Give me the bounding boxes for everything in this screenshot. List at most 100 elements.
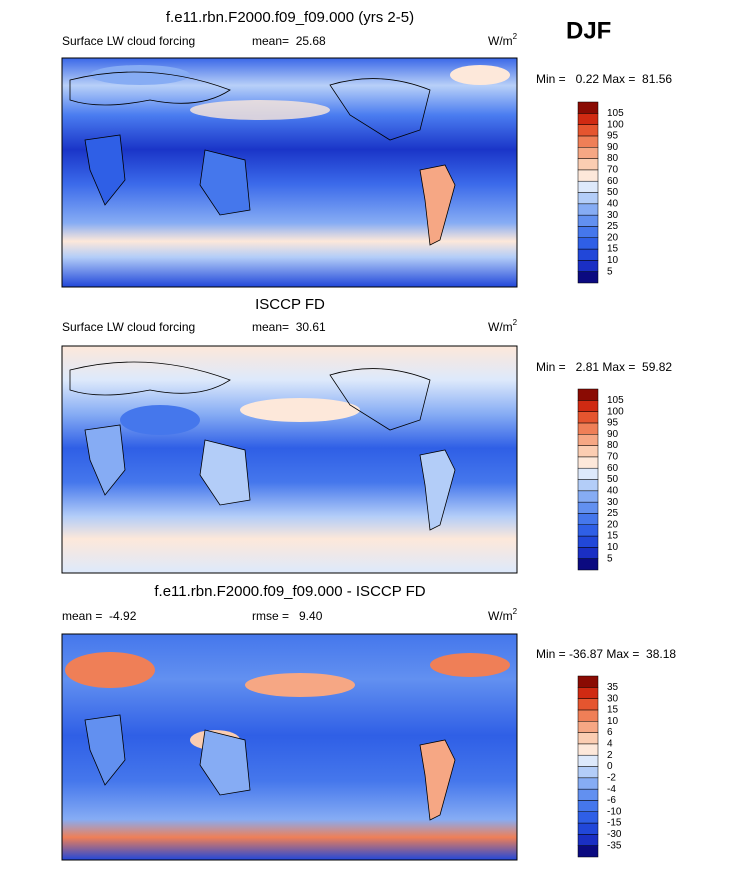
units-sup: 2 (513, 32, 518, 41)
colorbar-box (577, 169, 599, 182)
colorbar-box (577, 501, 599, 514)
units: W/m2 (488, 607, 518, 623)
colorbar-box (577, 456, 599, 469)
map-1 (61, 57, 518, 288)
colorbar-box (577, 547, 599, 559)
left-label: mean = -4.92 (62, 609, 137, 623)
colorbar-box (577, 513, 599, 525)
colorbar-box (577, 709, 599, 722)
colorbar-label: 15 (607, 705, 619, 716)
colorbar-label: 40 (607, 485, 619, 496)
colorbar-box (577, 434, 599, 446)
colorbar-box (577, 766, 599, 779)
center-label: mean= 25.68 (252, 34, 326, 48)
colorbar-label: 10 (607, 255, 619, 266)
colorbar-box (577, 535, 599, 548)
colorbar-label: 50 (607, 474, 619, 485)
map-3 (61, 633, 518, 861)
colorbar-box (577, 732, 599, 745)
colorbar-label: -2 (607, 772, 616, 783)
colorbar-label: 25 (607, 221, 619, 232)
colorbar-label: 80 (607, 153, 619, 164)
colorbar-label: 30 (607, 497, 619, 508)
colorbar-box (577, 721, 599, 733)
colorbar-box (577, 687, 599, 699)
center-label: rmse = 9.40 (252, 609, 323, 623)
colorbar-box (577, 203, 599, 216)
colorbar-label: -6 (607, 795, 616, 806)
colorbar-label: 30 (607, 693, 619, 704)
min-max: Min = 0.22 Max = 81.56 (536, 72, 672, 86)
colorbar-label: -10 (607, 806, 622, 817)
colorbar-label: 40 (607, 198, 619, 209)
colorbar-box (577, 524, 599, 537)
colorbar-label: 35 (607, 682, 619, 693)
colorbar-label: 25 (607, 508, 619, 519)
colorbar-label: 100 (607, 119, 624, 130)
colorbar-label: 95 (607, 131, 619, 142)
colorbar-box (577, 411, 599, 424)
colorbar-box (577, 422, 599, 435)
colorbar-label: -35 (607, 840, 622, 851)
colorbar-label: 30 (607, 210, 619, 221)
colorbar-box (577, 260, 599, 272)
colorbar-label: 105 (607, 395, 624, 406)
colorbar-box (577, 788, 599, 801)
colorbar-box (577, 147, 599, 159)
colorbar-label: 60 (607, 176, 619, 187)
colorbar-box (577, 248, 599, 261)
panel-title: f.e11.rbn.F2000.f09_f09.000 - ISCCP FD (154, 583, 425, 600)
colorbar-label: 4 (607, 739, 613, 750)
colorbar-box (577, 214, 599, 227)
colorbar-label: 6 (607, 727, 613, 738)
panel-title: ISCCP FD (255, 296, 325, 313)
colorbar-label: 50 (607, 187, 619, 198)
panel-title: f.e11.rbn.F2000.f09_f09.000 (yrs 2-5) (166, 9, 414, 26)
colorbar-box (577, 467, 599, 480)
units: W/m2 (488, 318, 518, 334)
colorbar-label: -15 (607, 818, 622, 829)
colorbar-box (577, 490, 599, 503)
units-sup: 2 (513, 607, 518, 616)
colorbar-label: 20 (607, 519, 619, 530)
colorbar-box (577, 558, 599, 571)
colorbar-box (577, 124, 599, 137)
colorbar-box (577, 113, 599, 125)
colorbar-label: 20 (607, 232, 619, 243)
colorbar-box (577, 845, 599, 858)
colorbar-box (577, 800, 599, 812)
colorbar-label: -30 (607, 829, 622, 840)
colorbar-label: 5 (607, 266, 613, 277)
colorbar-box (577, 135, 599, 148)
units: W/m2 (488, 32, 518, 48)
colorbar-label: 70 (607, 452, 619, 463)
colorbar-box (577, 811, 599, 824)
colorbar-box (577, 388, 599, 401)
colorbar-box (577, 271, 599, 284)
colorbar-label: 10 (607, 716, 619, 727)
colorbar-box (577, 180, 599, 193)
colorbar-label: 90 (607, 429, 619, 440)
colorbar-box (577, 675, 599, 688)
colorbar-label: 15 (607, 244, 619, 255)
colorbar-label: 90 (607, 142, 619, 153)
colorbar-box (577, 237, 599, 250)
colorbar-label: 15 (607, 531, 619, 542)
colorbar-box (577, 445, 599, 458)
colorbar-label: 60 (607, 463, 619, 474)
colorbar-box (577, 743, 599, 756)
colorbar-box (577, 158, 599, 171)
left-label: Surface LW cloud forcing (62, 320, 195, 334)
colorbar-box (577, 400, 599, 412)
colorbar-box (577, 834, 599, 846)
colorbar-box (577, 777, 599, 790)
colorbar-label: 100 (607, 406, 624, 417)
colorbar-label: 5 (607, 553, 613, 564)
left-label: Surface LW cloud forcing (62, 34, 195, 48)
min-max: Min = 2.81 Max = 59.82 (536, 360, 672, 374)
center-label: mean= 30.61 (252, 320, 326, 334)
colorbar-label: -4 (607, 784, 616, 795)
colorbar-label: 80 (607, 440, 619, 451)
colorbar-label: 95 (607, 418, 619, 429)
